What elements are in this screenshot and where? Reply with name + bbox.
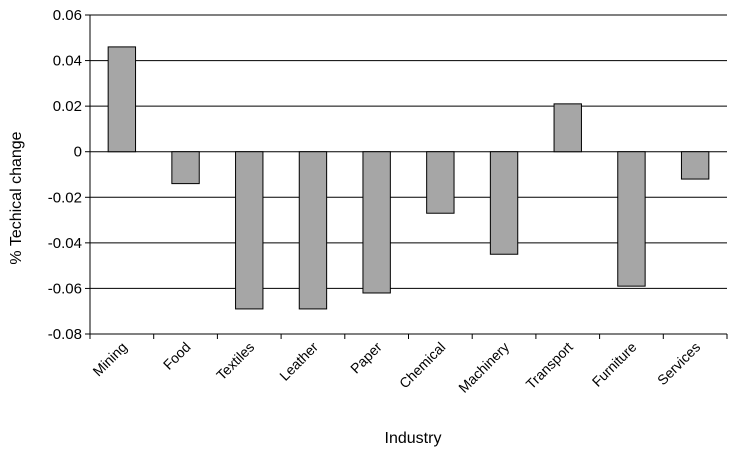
y-tick-label: 0.02 <box>53 98 82 115</box>
bars <box>107 46 710 310</box>
bar-textiles <box>235 151 264 310</box>
y-tick-label: 0.04 <box>53 53 82 70</box>
x-tick-label: Food <box>160 339 194 373</box>
y-tick-labels: 0.06 0.04 0.02 0 -0.02 -0.04 -0.06 -0.08 <box>48 7 90 343</box>
bar-transport <box>553 103 582 153</box>
x-tick-label: Machinery <box>455 339 512 396</box>
bar-machinery <box>489 151 519 255</box>
bar-chemical <box>426 151 455 214</box>
x-axis-title: Industry <box>385 430 442 447</box>
x-tick-label: Leather <box>276 339 321 384</box>
y-tick-label: 0.06 <box>53 7 82 24</box>
bar-paper <box>362 151 391 294</box>
y-tick-label: -0.04 <box>48 235 82 252</box>
bar-mining <box>107 46 137 153</box>
bar-furniture <box>617 151 646 287</box>
x-tick-label: Furniture <box>589 339 640 390</box>
y-tick-label: -0.08 <box>48 326 82 343</box>
x-tick-label: Paper <box>347 339 385 377</box>
bar-services <box>680 151 710 180</box>
bar-food <box>171 151 200 185</box>
x-tick-label: Chemical <box>396 339 449 392</box>
y-axis-title: % Techical change <box>8 131 25 264</box>
x-tick-label: Textiles <box>213 339 257 383</box>
y-tick-label: -0.02 <box>48 189 82 206</box>
x-tick-labels: Mining Food Textiles Leather Paper Chemical Ma… <box>89 334 728 396</box>
bar-leather <box>298 151 328 310</box>
y-tick-label: -0.06 <box>48 280 82 297</box>
y-tick-label: 0 <box>74 144 82 161</box>
x-tick-label: Mining <box>89 339 129 379</box>
x-tick-label: Services <box>654 339 703 388</box>
x-tick-label: Transport <box>523 339 576 392</box>
